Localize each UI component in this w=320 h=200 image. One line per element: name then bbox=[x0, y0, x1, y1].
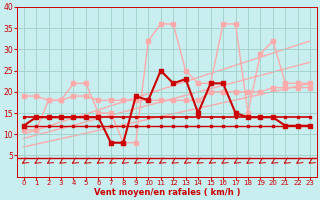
X-axis label: Vent moyen/en rafales ( km/h ): Vent moyen/en rafales ( km/h ) bbox=[94, 188, 240, 197]
